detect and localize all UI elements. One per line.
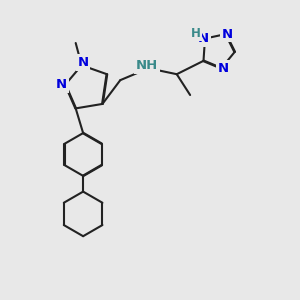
Text: N: N bbox=[222, 28, 233, 40]
Text: N: N bbox=[217, 62, 228, 75]
Text: H: H bbox=[190, 27, 200, 40]
Text: N: N bbox=[198, 32, 209, 45]
Text: NH: NH bbox=[136, 59, 158, 72]
Text: N: N bbox=[56, 78, 67, 91]
Text: N: N bbox=[78, 56, 89, 69]
